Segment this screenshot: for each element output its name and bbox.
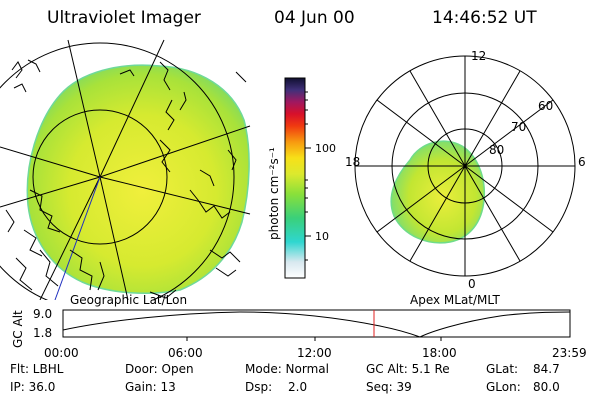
altitude-xtick-0600: 06:00 (168, 346, 203, 360)
date-label: 04 Jun 00 (274, 8, 355, 28)
altitude-ylabel: GC Alt (11, 310, 25, 348)
colorbar-unit-label: photon cm⁻²s⁻¹ (267, 147, 281, 240)
auroral-image-geographic (26, 64, 250, 295)
glat-label: GLat: (486, 362, 519, 376)
polar-panel (354, 55, 576, 277)
gain-info: Gain: 13 (125, 380, 176, 394)
dsp-label: Dsp: (245, 380, 273, 394)
altitude-xtick-1200: 12:00 (297, 346, 332, 360)
right-panel-caption: Apex MLat/MLT (410, 293, 500, 307)
altitude-plot (62, 309, 571, 341)
door-info: Door: Open (125, 362, 194, 376)
glon-value: 80.0 (533, 380, 560, 394)
lat-label-70: 70 (511, 120, 526, 134)
mlt-label-12: 12 (471, 49, 486, 63)
glon-label: GLon: (486, 380, 521, 394)
lat-label-60: 60 (538, 99, 553, 113)
altitude-ytick-low: 1.8 (33, 326, 52, 340)
auroral-image-polar (390, 140, 486, 244)
gc-alt-info: GC Alt: 5.1 Re (366, 362, 450, 376)
altitude-ytick-high: 9.0 (33, 307, 52, 321)
altitude-xtick-0000: 00:00 (44, 346, 79, 360)
glat-value: 84.7 (533, 362, 560, 376)
colorbar-tick-10: 10 (315, 230, 329, 243)
colorbar (284, 77, 306, 279)
geographic-panel (0, 39, 251, 300)
altitude-xtick-1800: 18:00 (422, 346, 457, 360)
lat-label-80: 80 (489, 143, 504, 157)
seq-info: Seq: 39 (366, 380, 412, 394)
altitude-curve (62, 311, 571, 338)
filter-info: Flt: LBHL (10, 362, 64, 376)
mode-info: Mode: Normal (245, 362, 329, 376)
mlt-label-0: 0 (468, 277, 476, 291)
dsp-value: 2.0 (288, 380, 308, 394)
ip-info: IP: 36.0 (10, 380, 56, 394)
colorbar-tick-100: 100 (315, 142, 336, 155)
coastline (5, 59, 247, 299)
altitude-xtick-2359: 23:59 (552, 346, 587, 360)
instrument-title: Ultraviolet Imager (47, 8, 201, 28)
left-panel-caption: Geographic Lat/Lon (70, 293, 187, 307)
time-label: 14:46:52 UT (432, 8, 537, 28)
mlt-label-18: 18 (345, 155, 360, 169)
colorbar-ticks (305, 91, 311, 261)
mlt-label-6: 6 (578, 155, 586, 169)
